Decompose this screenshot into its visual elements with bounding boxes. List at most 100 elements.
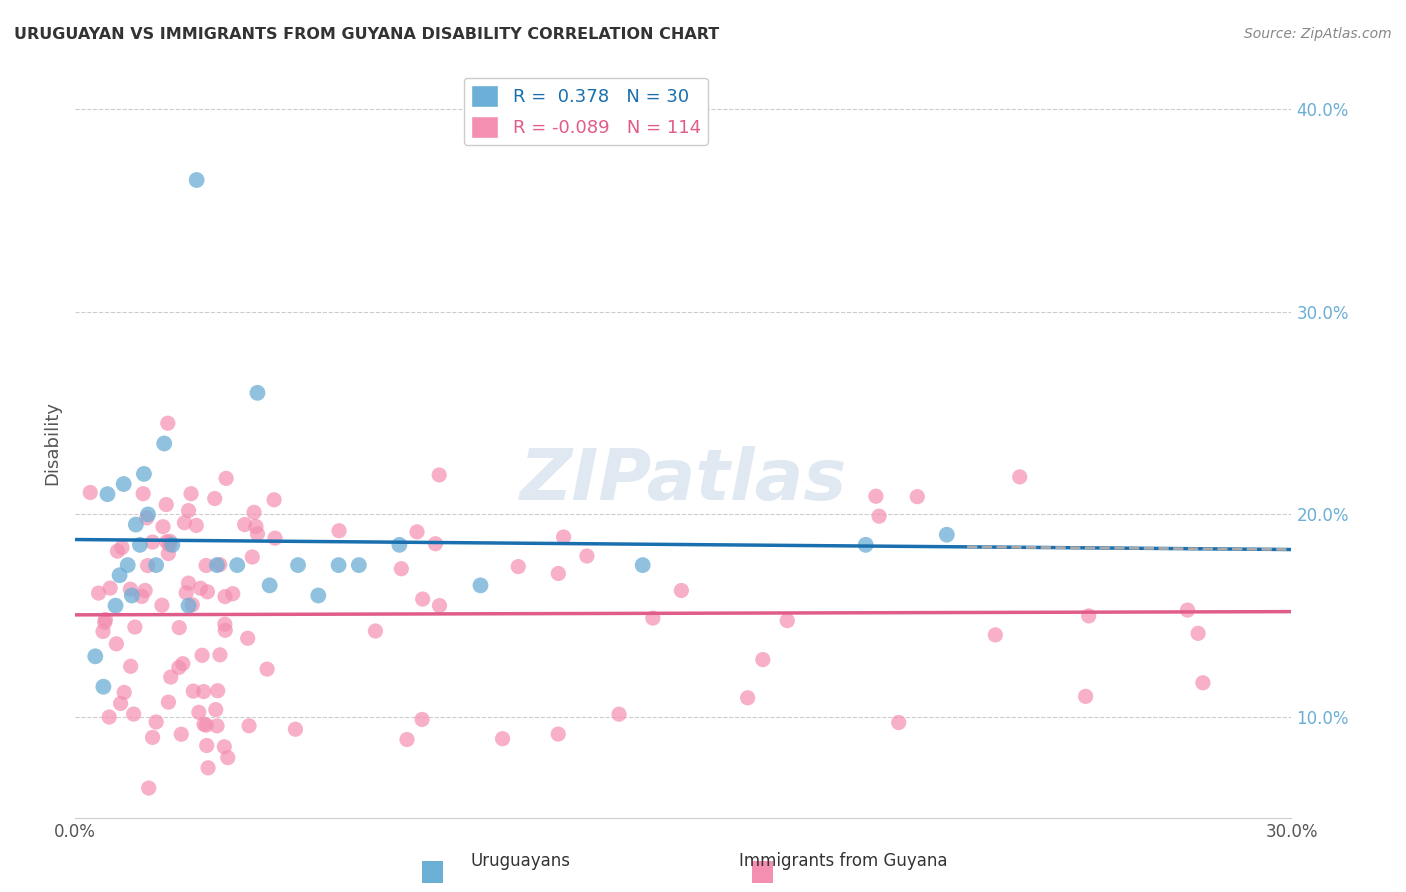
Point [855,538,877,552]
Point [197,761,219,775]
Point [174,586,197,600]
Point [214,617,236,632]
Point [159,670,181,684]
Point [491,731,513,746]
Point [214,624,236,638]
Point [412,592,434,607]
Point [865,489,887,503]
Point [125,517,148,532]
Point [177,599,200,613]
Point [236,632,259,646]
Point [167,660,190,674]
Point [132,486,155,500]
Point [284,723,307,737]
Point [131,590,153,604]
Point [737,690,759,705]
Point [411,713,433,727]
Point [87,586,110,600]
Point [641,611,664,625]
Point [93,615,115,630]
Point [191,648,214,663]
Point [98,581,121,595]
Point [205,558,228,573]
Point [157,547,180,561]
Point [105,637,128,651]
Point [186,173,208,187]
Point [104,599,127,613]
Point [243,505,266,519]
Point [120,582,142,597]
Point [142,731,165,745]
Point [172,657,194,671]
Point [868,509,890,524]
Point [117,558,139,573]
Point [470,578,492,592]
Point [135,511,157,525]
Point [208,648,231,662]
Point [406,524,429,539]
Point [122,707,145,722]
Point [145,558,167,573]
Point [1077,608,1099,623]
Point [197,584,219,599]
Point [84,649,107,664]
Point [157,537,180,551]
Point [145,714,167,729]
Point [94,612,117,626]
Point [141,535,163,549]
Point [107,544,129,558]
Point [214,739,236,754]
Point [207,683,229,698]
Point [214,590,236,604]
Point [124,620,146,634]
Text: ZIPatlas: ZIPatlas [520,447,846,516]
Point [110,697,132,711]
Point [905,490,928,504]
Point [108,568,131,582]
Point [240,549,263,564]
Point [204,703,226,717]
Point [233,517,256,532]
Point [1187,626,1209,640]
Point [120,659,142,673]
Point [238,719,260,733]
Point [134,583,156,598]
Point [195,739,218,753]
Point [553,530,575,544]
Point [186,518,208,533]
Point [181,598,204,612]
Point [177,503,200,517]
Point [132,467,155,481]
Point [159,534,181,549]
Point [547,727,569,741]
Point [111,541,134,555]
Point [245,519,267,533]
Point [427,467,450,482]
Point [984,628,1007,642]
Point [1177,603,1199,617]
Point [167,621,190,635]
Point [887,715,910,730]
Point [287,558,309,573]
Point [575,549,598,563]
Point [91,624,114,639]
Point [328,524,350,538]
Point [204,491,226,506]
Point [155,498,177,512]
Point [328,558,350,573]
Point [177,576,200,591]
Point [246,526,269,541]
Point [1074,690,1097,704]
Point [180,486,202,500]
Point [181,684,204,698]
Point [347,558,370,573]
Point [425,537,447,551]
Point [607,707,630,722]
Point [205,719,228,733]
Point [187,706,209,720]
Point [96,487,118,501]
Point [195,558,218,573]
Point [173,516,195,530]
Point [121,589,143,603]
Point [1192,675,1215,690]
